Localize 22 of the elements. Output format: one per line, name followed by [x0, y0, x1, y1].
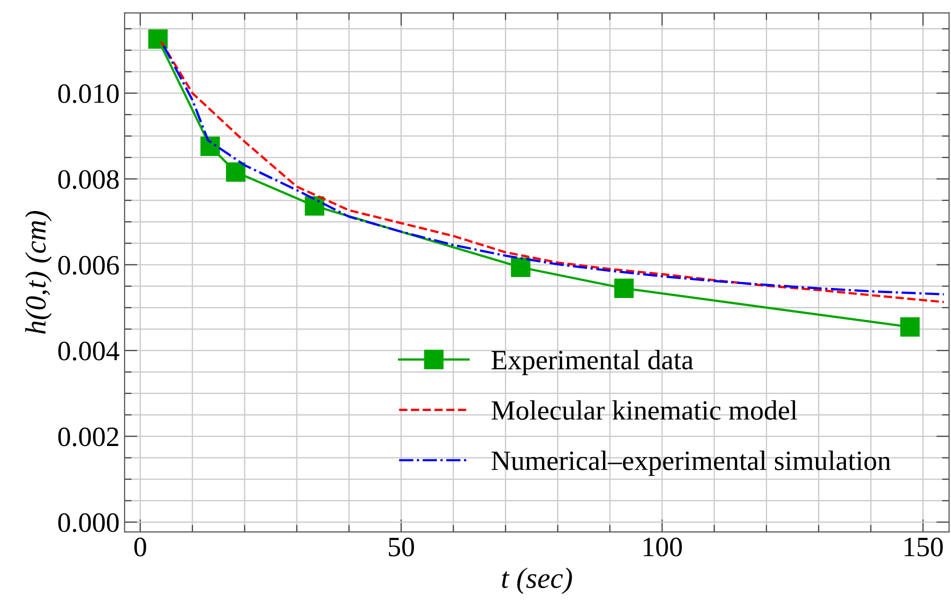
- y-tick-label: 0.008: [58, 170, 119, 189]
- y-tick-label: 0.010: [58, 84, 119, 104]
- y-tick-label: 0.002: [58, 427, 118, 446]
- legend-label: Molecular kinematic model: [492, 400, 798, 420]
- y-tick-label: 0.006: [58, 256, 119, 275]
- y-tick-label: 0.004: [58, 342, 120, 361]
- point: [148, 29, 168, 49]
- point: [510, 258, 530, 278]
- x-tick-label: 0: [134, 538, 146, 556]
- x-axis-title: t (sec): [502, 568, 572, 594]
- y-axis-title: h(0,t) (cm): [25, 210, 52, 334]
- point: [200, 136, 220, 156]
- point: [226, 162, 246, 182]
- point: [304, 196, 324, 216]
- point: [900, 317, 920, 337]
- x-tick-label: 50: [388, 538, 414, 556]
- legend-label: Experimental data: [492, 350, 694, 376]
- x-tick-label: 100: [644, 538, 682, 556]
- legend-label: Numerical–experimental simulation: [492, 450, 891, 476]
- x-tick-label: 150: [904, 538, 943, 556]
- point: [614, 278, 634, 298]
- y-tick-label: 0.000: [58, 513, 119, 532]
